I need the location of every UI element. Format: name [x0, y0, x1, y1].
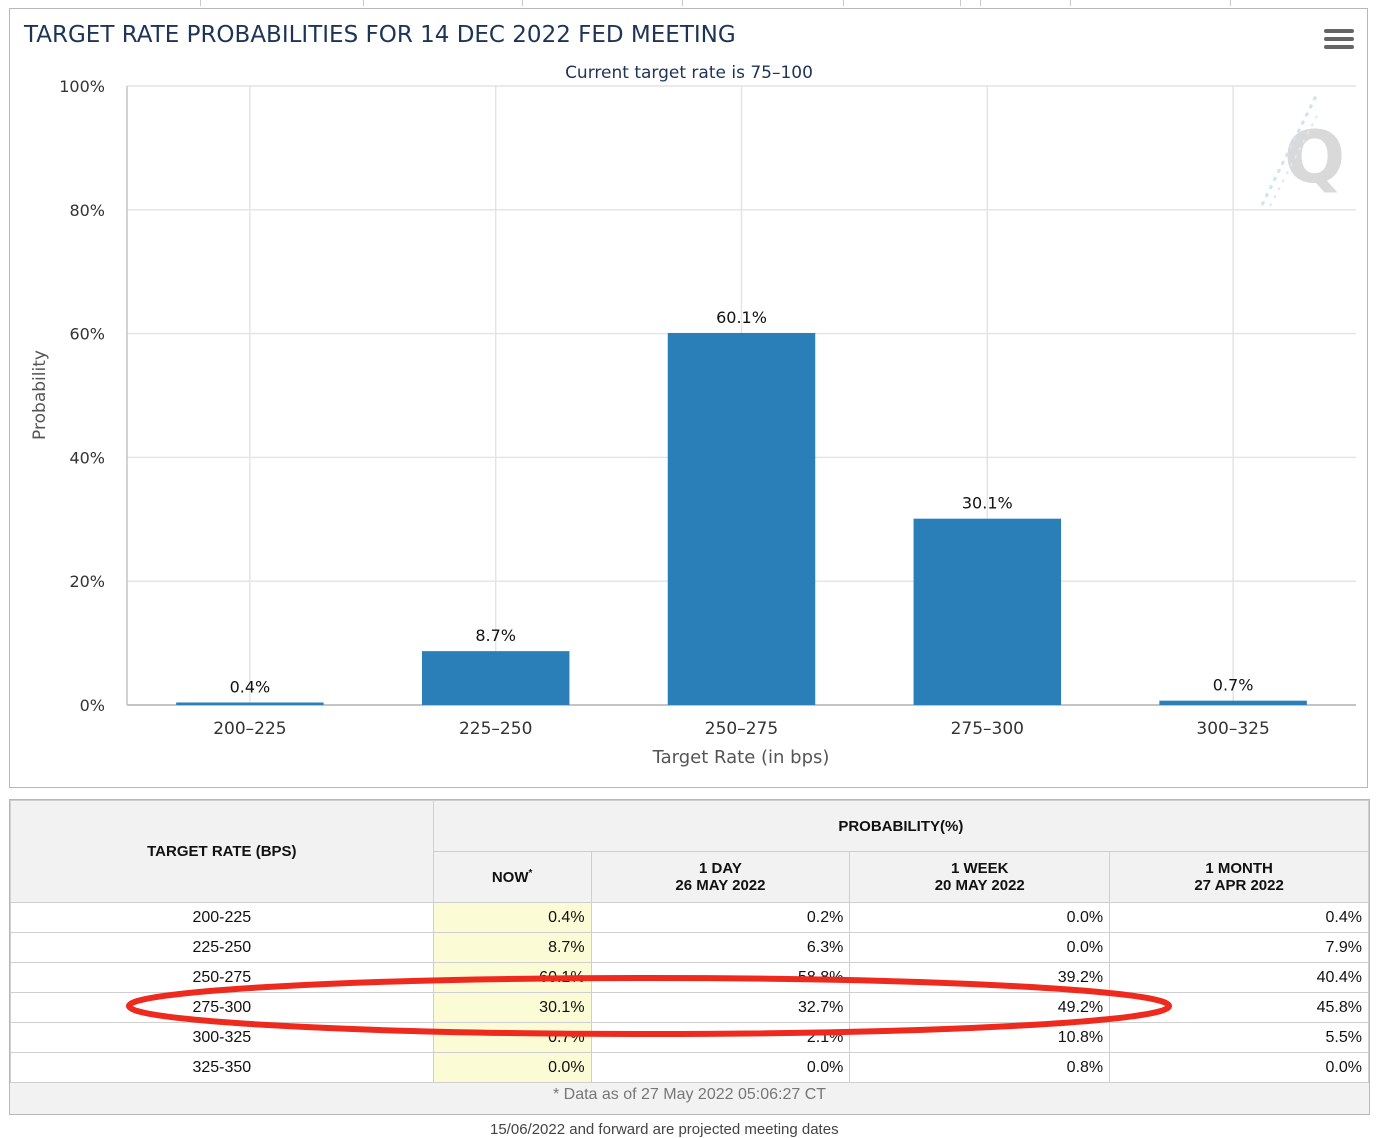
svg-text:Q: Q [1284, 115, 1345, 199]
rate-cell: 200-225 [10, 902, 434, 933]
header-1-day: 1 DAY 26 MAY 2022 [590, 851, 851, 903]
data-timestamp-note: * Data as of 27 May 2022 05:06:27 CT [552, 1086, 827, 1103]
now-cell: 30.1% [432, 992, 592, 1023]
bar-data-label: 30.1% [962, 494, 1013, 513]
day-cell: 0.2% [590, 902, 851, 933]
probability-table-panel: TARGET RATE (BPS) PROBABILITY(%) NOW* 1 … [9, 799, 1370, 1115]
rate-cell: 275-300 [10, 992, 434, 1023]
y-tick-label: 60% [69, 325, 105, 344]
y-tick-label: 20% [69, 572, 105, 591]
x-tick-label: 225–250 [459, 719, 532, 739]
probability-table: TARGET RATE (BPS) PROBABILITY(%) NOW* 1 … [10, 800, 1370, 1083]
now-cell: 8.7% [432, 932, 592, 963]
bar-chart: TARGET RATE PROBABILITIES FOR 14 DEC 202… [23, 22, 1356, 768]
month-cell: 5.5% [1109, 1022, 1369, 1053]
day-cell: 2.1% [590, 1022, 851, 1053]
week-cell: 0.0% [849, 932, 1111, 963]
y-tick-label: 100% [59, 77, 105, 96]
header-now: NOW* [432, 851, 592, 903]
bar[interactable] [667, 332, 816, 705]
week-cell: 39.2% [849, 962, 1111, 993]
table-row: 325-350 0.0% 0.0% 0.8% 0.0% [10, 1052, 1369, 1083]
bar-data-label: 0.7% [1213, 676, 1254, 695]
header-target-rate: TARGET RATE (BPS) [10, 800, 434, 903]
table-row: 300-325 0.7% 2.1% 10.8% 5.5% [10, 1022, 1369, 1053]
bar-data-label: 0.4% [230, 678, 271, 697]
table-row: 250-275 60.1% 58.8% 39.2% 40.4% [10, 962, 1369, 993]
month-cell: 0.0% [1109, 1052, 1369, 1083]
now-cell: 0.4% [432, 902, 592, 933]
day-cell: 32.7% [590, 992, 851, 1023]
x-tick-label: 300–325 [1196, 719, 1269, 739]
x-tick-label: 200–225 [213, 719, 286, 739]
bar-data-label: 8.7% [475, 626, 516, 645]
table-row: 225-250 8.7% 6.3% 0.0% 7.9% [10, 932, 1369, 963]
day-cell: 0.0% [590, 1052, 851, 1083]
bar[interactable] [913, 518, 1062, 705]
week-cell: 0.0% [849, 902, 1111, 933]
x-axis-label: Target Rate (in bps) [652, 747, 830, 768]
x-tick-label: 275–300 [951, 719, 1024, 739]
y-axis-label: Probability [30, 350, 50, 440]
month-cell: 45.8% [1109, 992, 1369, 1023]
rate-cell: 250-275 [10, 962, 434, 993]
now-cell: 0.7% [432, 1022, 592, 1053]
bar[interactable] [421, 651, 570, 705]
x-tick-label: 250–275 [705, 719, 778, 739]
header-1-week: 1 WEEK 20 MAY 2022 [849, 851, 1111, 903]
header-1-month: 1 MONTH 27 APR 2022 [1109, 851, 1369, 903]
rate-cell: 325-350 [10, 1052, 434, 1083]
week-cell: 0.8% [849, 1052, 1111, 1083]
table-row: 200-225 0.4% 0.2% 0.0% 0.4% [10, 902, 1369, 933]
y-tick-label: 40% [69, 448, 105, 467]
rate-cell: 300-325 [10, 1022, 434, 1053]
y-tick-label: 80% [69, 201, 105, 220]
now-cell: 60.1% [432, 962, 592, 993]
cme-q-watermark-icon: Q [1260, 95, 1345, 207]
chart-title: TARGET RATE PROBABILITIES FOR 14 DEC 202… [23, 22, 736, 48]
month-cell: 40.4% [1109, 962, 1369, 993]
chart-subtitle: Current target rate is 75–100 [565, 63, 813, 83]
now-cell: 0.0% [432, 1052, 592, 1083]
projected-dates-note: 15/06/2022 and forward are projected mee… [490, 1121, 839, 1138]
y-tick-label: 0% [80, 696, 105, 715]
chart-menu-icon[interactable] [1324, 29, 1354, 55]
day-cell: 6.3% [590, 932, 851, 963]
bar[interactable] [1159, 700, 1307, 705]
rate-cell: 225-250 [10, 932, 434, 963]
month-cell: 0.4% [1109, 902, 1369, 933]
week-cell: 10.8% [849, 1022, 1111, 1053]
week-cell: 49.2% [849, 992, 1111, 1023]
bar[interactable] [176, 702, 324, 706]
table-row: 275-300 30.1% 32.7% 49.2% 45.8% [10, 992, 1369, 1023]
month-cell: 7.9% [1109, 932, 1369, 963]
day-cell: 58.8% [590, 962, 851, 993]
header-probability: PROBABILITY(%) [432, 800, 1370, 852]
top-cutoff-strip [0, 0, 1379, 6]
bar-data-label: 60.1% [716, 308, 767, 327]
